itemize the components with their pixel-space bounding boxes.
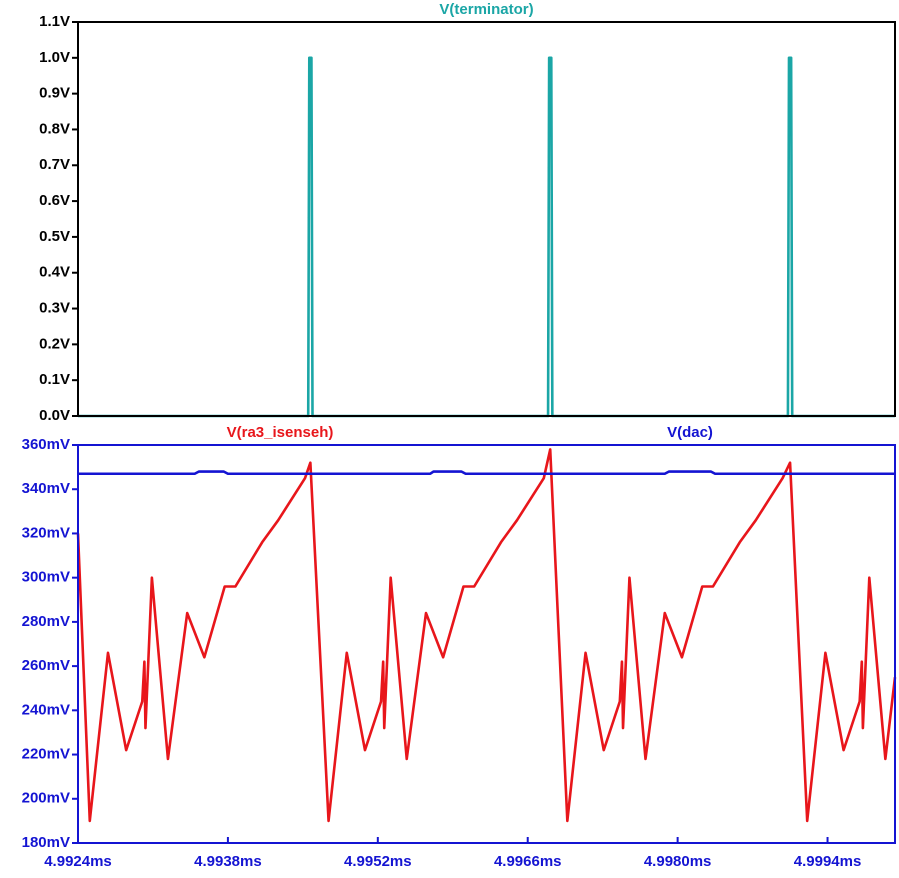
x-tick-label: 4.9938ms (194, 853, 262, 870)
y-tick-label: 220mV (22, 746, 70, 763)
x-tick-label: 4.9994ms (794, 853, 862, 870)
plot-frame (77, 21, 896, 417)
y-tick-label: 1.0V (39, 49, 70, 66)
y-tick-label: 1.1V (39, 13, 70, 30)
y-tick-label: 300mV (22, 569, 70, 586)
series-line (78, 470, 895, 476)
y-tick-label: 0.9V (39, 85, 70, 102)
y-tick-label: 260mV (22, 657, 70, 674)
plot-frame (77, 444, 896, 844)
y-tick-label: 0.7V (39, 156, 70, 173)
y-tick-label: 320mV (22, 524, 70, 541)
legend-label: V(terminator) (439, 1, 533, 18)
legend-label: V(dac) (667, 424, 713, 441)
legend-label: V(ra3_isenseh) (227, 424, 334, 441)
y-tick-label: 0.0V (39, 407, 70, 424)
x-tick-label: 4.9966ms (494, 853, 562, 870)
y-tick-label: 0.1V (39, 371, 70, 388)
y-tick-label: 280mV (22, 613, 70, 630)
series-line (76, 448, 897, 823)
series-line (78, 56, 895, 418)
y-tick-label: 0.8V (39, 120, 70, 137)
y-tick-label: 200mV (22, 790, 70, 807)
y-tick-label: 0.4V (39, 264, 70, 281)
y-tick-label: 360mV (22, 436, 70, 453)
y-tick-label: 240mV (22, 701, 70, 718)
x-tick-label: 4.9924ms (44, 853, 112, 870)
y-tick-label: 0.5V (39, 228, 70, 245)
x-tick-label: 4.9952ms (344, 853, 412, 870)
y-tick-label: 0.2V (39, 335, 70, 352)
y-tick-label: 0.6V (39, 192, 70, 209)
y-tick-label: 340mV (22, 480, 70, 497)
x-tick-label: 4.9980ms (644, 853, 712, 870)
y-tick-label: 180mV (22, 834, 70, 851)
y-tick-label: 0.3V (39, 300, 70, 317)
